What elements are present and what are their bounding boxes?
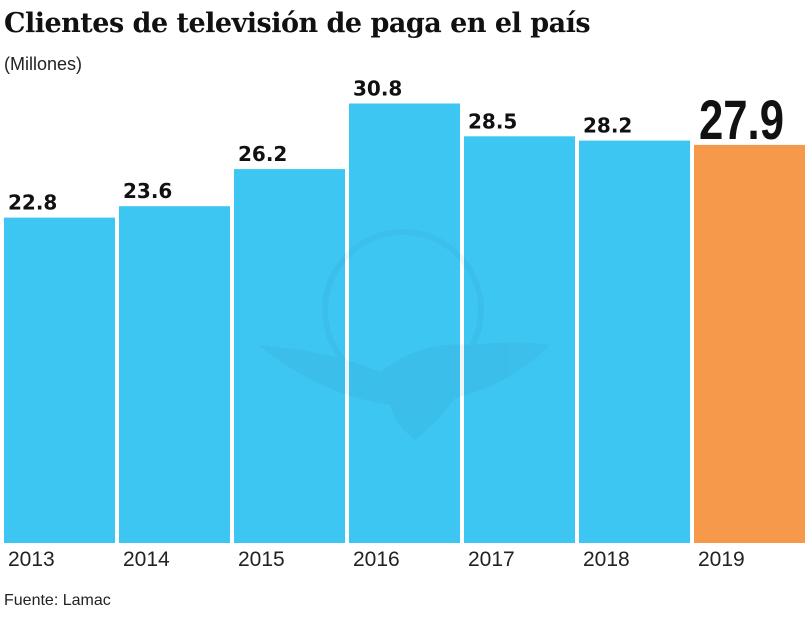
value-label-2014: 23.6 (123, 179, 172, 203)
bar-2017 (464, 136, 575, 544)
value-labels-group: 22.8 23.6 26.2 30.8 28.5 28.2 27.9 (8, 77, 784, 215)
value-label-2019: 27.9 (699, 89, 784, 151)
chart-source: Fuente: Lamac (4, 592, 111, 609)
value-label-2017: 28.5 (468, 109, 517, 133)
x-label-2015: 2015 (238, 548, 285, 571)
value-label-2015: 26.2 (238, 142, 287, 166)
bar-2016 (349, 103, 460, 543)
chart-subtitle: (Millones) (4, 54, 83, 74)
value-label-2018: 28.2 (583, 114, 632, 138)
bar-2018 (579, 140, 690, 543)
value-label-2013: 22.8 (8, 191, 57, 215)
bar-2015 (234, 169, 345, 543)
eagle-watermark-icon (258, 229, 550, 440)
x-label-2013: 2013 (8, 548, 55, 571)
x-label-2014: 2014 (123, 548, 170, 571)
bar-2013 (4, 217, 115, 543)
x-label-2019: 2019 (698, 548, 745, 571)
x-label-2016: 2016 (353, 548, 400, 571)
bars-group (4, 103, 805, 544)
bar-2019 (694, 144, 805, 543)
value-label-2016: 30.8 (353, 77, 402, 101)
bar-2014 (119, 206, 230, 543)
x-label-2017: 2017 (468, 548, 515, 571)
chart-title: Clientes de televisión de paga en el paí… (4, 8, 591, 39)
x-label-2018: 2018 (583, 548, 630, 571)
x-axis-labels-group: 2013 2014 2015 2016 2017 2018 2019 (8, 548, 745, 571)
